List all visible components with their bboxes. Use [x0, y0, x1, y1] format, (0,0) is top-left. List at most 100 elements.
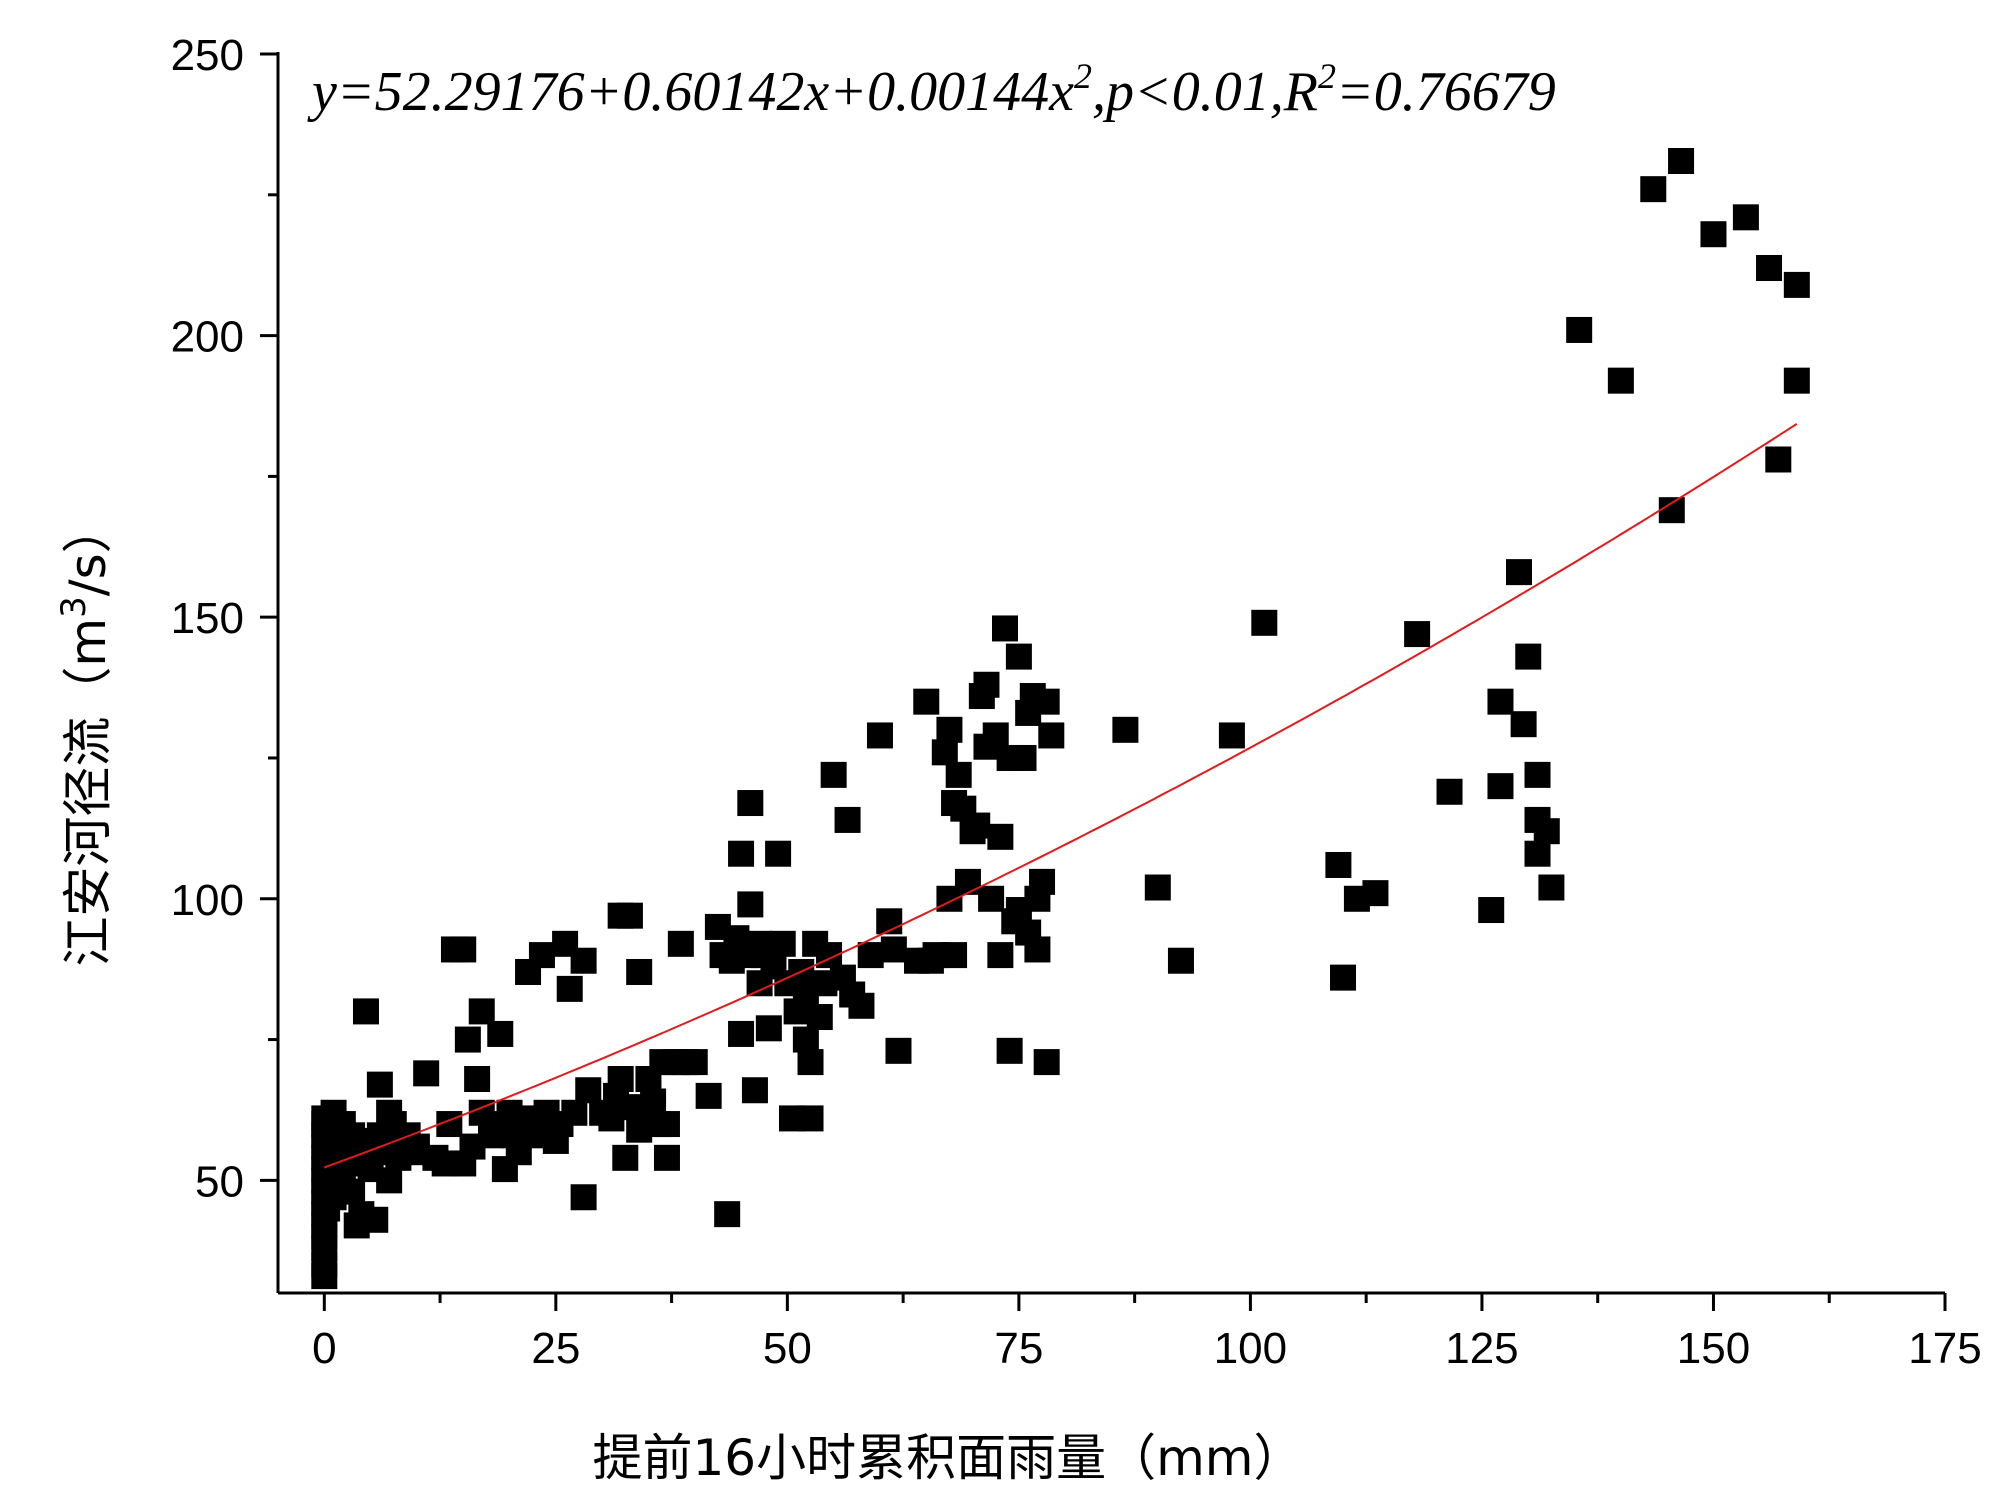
- data-point: [973, 671, 1000, 698]
- x-tick-label: 100: [1214, 1324, 1287, 1373]
- data-point: [616, 902, 643, 929]
- data-point: [1732, 204, 1759, 231]
- data-point: [653, 1111, 680, 1138]
- data-point: [1756, 255, 1783, 282]
- data-point: [987, 942, 1014, 969]
- data-point: [1330, 964, 1357, 991]
- data-point: [454, 1026, 481, 1053]
- data-point: [1640, 176, 1667, 203]
- data-point: [561, 1099, 588, 1126]
- data-point: [640, 1088, 667, 1115]
- data-point: [880, 936, 907, 963]
- fit-curve: [323, 423, 1798, 1169]
- y-tick-label: 200: [171, 313, 244, 362]
- data-point: [376, 1167, 403, 1194]
- data-point: [996, 1037, 1023, 1064]
- data-point: [991, 615, 1018, 642]
- data-point: [954, 868, 981, 895]
- data-point: [468, 998, 495, 1025]
- data-point: [1700, 221, 1727, 248]
- data-point: [556, 975, 583, 1002]
- data-point: [1112, 716, 1139, 743]
- data-point: [413, 1060, 440, 1087]
- data-point: [1533, 818, 1560, 845]
- data-point: [695, 1082, 722, 1109]
- data-point: [820, 761, 847, 788]
- x-tick-label: 125: [1445, 1324, 1518, 1373]
- data-point: [1783, 271, 1810, 298]
- data-point: [931, 739, 958, 766]
- data-point: [1505, 559, 1532, 586]
- data-point: [1668, 148, 1695, 175]
- data-point: [755, 1015, 782, 1042]
- data-point: [1658, 497, 1685, 524]
- data-point: [528, 942, 555, 969]
- data-point: [1478, 897, 1505, 924]
- data-point: [1765, 446, 1792, 473]
- data-point: [681, 1049, 708, 1076]
- data-point: [806, 1004, 833, 1031]
- data-point: [737, 790, 764, 817]
- data-point: [848, 992, 875, 1019]
- data-point: [945, 761, 972, 788]
- y-tick-label: 150: [171, 594, 244, 643]
- data-point: [1218, 722, 1245, 749]
- y-tick-label: 250: [171, 31, 244, 80]
- data-point: [913, 688, 940, 715]
- data-point: [964, 812, 991, 839]
- data-point: [797, 1049, 824, 1076]
- y-axis-title: 江安河径流（m3/s）: [54, 503, 117, 966]
- data-point: [570, 1184, 597, 1211]
- data-point: [866, 722, 893, 749]
- data-point: [1524, 761, 1551, 788]
- x-tick-label: 50: [763, 1324, 812, 1373]
- data-point: [978, 885, 1005, 912]
- data-point: [352, 998, 379, 1025]
- data-point: [936, 716, 963, 743]
- data-point: [941, 942, 968, 969]
- data-point: [834, 806, 861, 833]
- data-point: [765, 840, 792, 867]
- data-point: [1167, 947, 1194, 974]
- data-point: [575, 1077, 602, 1104]
- data-point: [362, 1206, 389, 1233]
- data-point: [728, 1020, 755, 1047]
- data-point: [1362, 880, 1389, 907]
- data-point: [1033, 1049, 1060, 1076]
- data-point: [737, 891, 764, 918]
- data-point: [857, 942, 884, 969]
- data-point: [1538, 874, 1565, 901]
- data-point: [667, 930, 694, 957]
- data-point: [728, 840, 755, 867]
- data-point: [987, 823, 1014, 850]
- data-point: [1029, 868, 1056, 895]
- data-point: [487, 1020, 514, 1047]
- data-point: [1487, 773, 1514, 800]
- data-point: [1033, 688, 1060, 715]
- data-point: [1024, 936, 1051, 963]
- data-points: [311, 148, 1810, 1290]
- data-point: [1436, 778, 1463, 805]
- data-point: [612, 1144, 639, 1171]
- data-point: [1524, 840, 1551, 867]
- y-tick-label: 100: [171, 876, 244, 925]
- data-point: [607, 1065, 634, 1092]
- data-point: [714, 1201, 741, 1228]
- data-point: [982, 722, 1009, 749]
- data-point: [1487, 688, 1514, 715]
- data-point: [339, 1178, 366, 1205]
- data-point: [366, 1071, 393, 1098]
- data-point: [1566, 316, 1593, 343]
- data-point: [797, 1105, 824, 1132]
- data-point: [626, 958, 653, 985]
- fit-equation: y=52.29176+0.60142x+0.00144x2,p<0.01,R2=…: [307, 56, 1556, 123]
- data-point: [450, 936, 477, 963]
- data-point: [1607, 367, 1634, 394]
- data-point: [1325, 851, 1352, 878]
- x-axis-ticks: 0 25 50 75 100 125 150 175: [312, 1293, 1982, 1373]
- data-point: [1038, 722, 1065, 749]
- x-tick-label: 75: [994, 1324, 1043, 1373]
- data-point: [792, 1026, 819, 1053]
- data-point: [1005, 643, 1032, 670]
